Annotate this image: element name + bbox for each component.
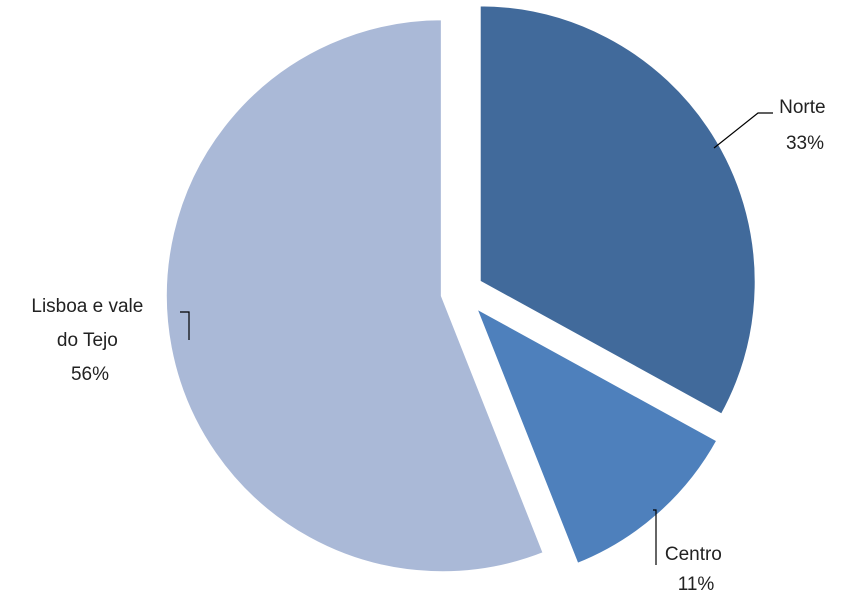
- leader-line-centro: [653, 509, 657, 565]
- label-norte: Norte 33%: [779, 97, 831, 154]
- label-centro-value: 11%: [678, 574, 715, 595]
- leader-line-norte: [713, 112, 773, 149]
- label-lisboa-value: 56%: [71, 364, 109, 385]
- label-centro: Centro 11%: [665, 544, 727, 595]
- pie-slice-lisboa: [163, 17, 547, 575]
- label-norte-value: 33%: [786, 133, 824, 154]
- leader-lines: [180, 112, 773, 565]
- pie-slice-norte: [477, 3, 758, 418]
- label-lisboa-name-line2: do Tejo: [57, 330, 118, 351]
- label-lisboa-name-line1: Lisboa e vale: [31, 296, 143, 317]
- leader-line-lisboa: [180, 311, 190, 340]
- label-lisboa: Lisboa e vale do Tejo 56%: [31, 296, 148, 385]
- label-centro-name: Centro: [665, 544, 722, 565]
- pie-slices: [163, 3, 758, 575]
- pie-slice-centro: [472, 303, 721, 567]
- label-norte-name: Norte: [779, 97, 825, 118]
